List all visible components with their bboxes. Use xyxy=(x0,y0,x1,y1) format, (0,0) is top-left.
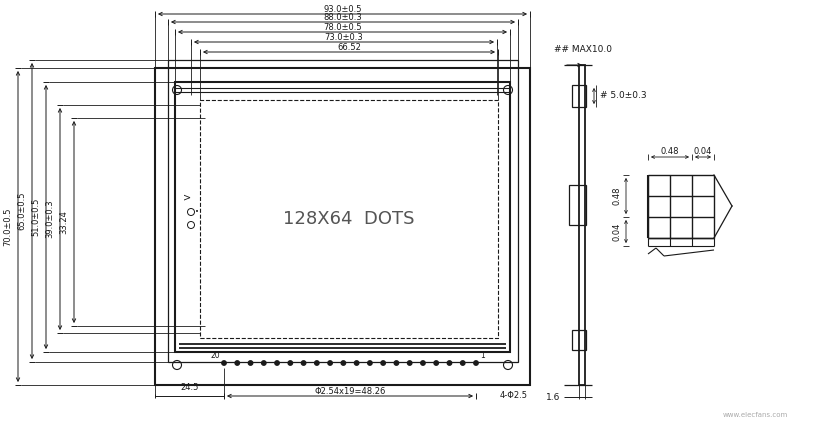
Text: 88.0±0.3: 88.0±0.3 xyxy=(324,12,362,21)
Text: 0.48: 0.48 xyxy=(612,187,621,205)
Circle shape xyxy=(381,361,385,365)
Text: 4-Φ2.5: 4-Φ2.5 xyxy=(500,391,528,400)
Circle shape xyxy=(368,361,372,365)
Bar xyxy=(572,85,586,107)
Text: 65.0±0.5: 65.0±0.5 xyxy=(17,192,26,230)
Circle shape xyxy=(301,361,306,365)
Text: # 5.0±0.3: # 5.0±0.3 xyxy=(600,92,646,101)
Bar xyxy=(155,68,530,385)
Text: 0.04: 0.04 xyxy=(612,222,621,241)
Bar xyxy=(579,65,585,385)
Circle shape xyxy=(222,361,227,365)
Circle shape xyxy=(447,361,452,365)
Text: 66.52: 66.52 xyxy=(337,43,361,52)
Bar xyxy=(175,82,510,352)
Text: •: • xyxy=(195,209,199,215)
Circle shape xyxy=(328,361,332,365)
Circle shape xyxy=(474,361,479,365)
Text: >: > xyxy=(183,193,191,203)
Text: 1.6: 1.6 xyxy=(546,392,560,401)
Circle shape xyxy=(235,361,240,365)
Text: 93.0±0.5: 93.0±0.5 xyxy=(323,5,362,14)
Circle shape xyxy=(354,361,359,365)
Text: 0.04: 0.04 xyxy=(694,147,712,156)
Circle shape xyxy=(341,361,345,365)
Circle shape xyxy=(262,361,266,365)
Text: 78.0±0.5: 78.0±0.5 xyxy=(323,23,362,32)
Text: 39.0±0.3: 39.0±0.3 xyxy=(45,200,54,238)
Bar xyxy=(168,60,518,362)
Text: 24.5: 24.5 xyxy=(180,383,199,392)
Text: www.elecfans.com: www.elecfans.com xyxy=(722,412,788,418)
Bar xyxy=(572,330,586,350)
Circle shape xyxy=(434,361,438,365)
Text: 20: 20 xyxy=(210,351,220,360)
Text: Φ2.54x19=48.26: Φ2.54x19=48.26 xyxy=(314,386,386,395)
Text: 1: 1 xyxy=(480,351,485,360)
Circle shape xyxy=(394,361,398,365)
Circle shape xyxy=(461,361,465,365)
Bar xyxy=(569,185,586,225)
Text: ## MAX10.0: ## MAX10.0 xyxy=(554,46,612,55)
Circle shape xyxy=(249,361,253,365)
Text: 0.48: 0.48 xyxy=(661,147,679,156)
Circle shape xyxy=(288,361,293,365)
Text: 128X64  DOTS: 128X64 DOTS xyxy=(283,210,415,228)
Circle shape xyxy=(407,361,412,365)
Circle shape xyxy=(275,361,279,365)
Text: 70.0±0.5: 70.0±0.5 xyxy=(3,207,12,246)
Text: 73.0±0.3: 73.0±0.3 xyxy=(325,32,363,41)
Circle shape xyxy=(315,361,319,365)
Text: 33.24: 33.24 xyxy=(59,210,68,234)
Circle shape xyxy=(420,361,425,365)
Text: 51.0±0.5: 51.0±0.5 xyxy=(31,198,40,236)
Bar xyxy=(200,100,498,338)
